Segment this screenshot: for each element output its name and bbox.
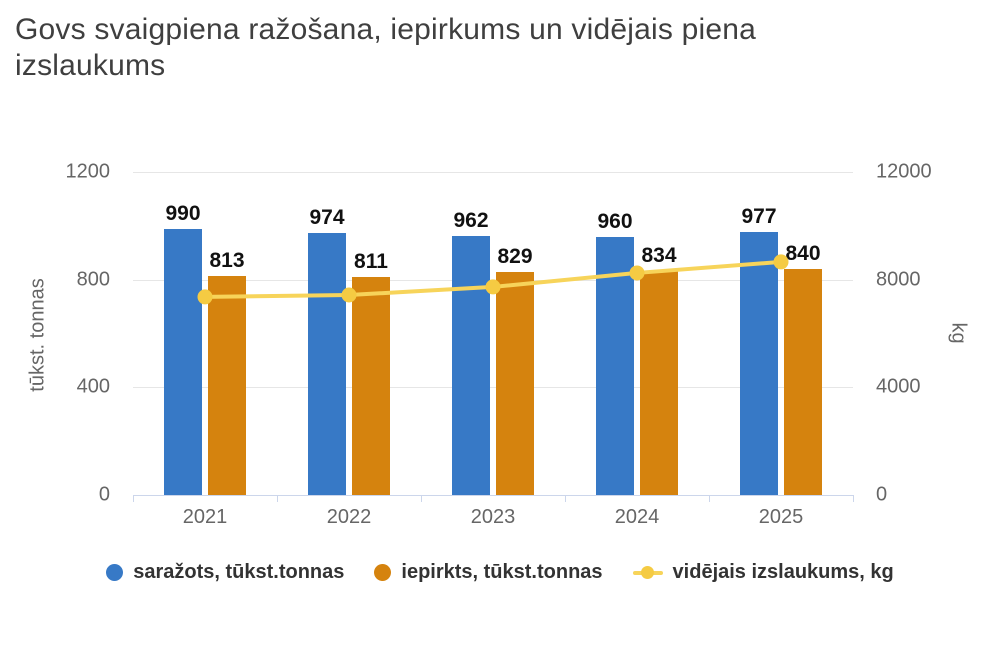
bar-label-saražots-2021: 990 bbox=[165, 201, 201, 225]
bar-label-iepirkts-2025: 840 bbox=[785, 241, 821, 265]
legend-label: iepirkts, tūkst.tonnas bbox=[401, 561, 603, 583]
bar-saražots-2025[interactable] bbox=[740, 232, 778, 495]
y-axis-left-tick-label: 1200 bbox=[65, 160, 111, 183]
legend-item-saražots[interactable]: saražots, tūkst.tonnas bbox=[106, 561, 344, 584]
x-axis-label-2023: 2023 bbox=[470, 506, 516, 528]
bar-label-saražots-2025: 977 bbox=[741, 205, 777, 229]
bar-label-saražots-2022: 974 bbox=[309, 205, 345, 229]
yield-point-2023[interactable] bbox=[485, 279, 501, 295]
legend-circle-icon bbox=[374, 564, 392, 581]
y-axis-right-tick-label: 8000 bbox=[876, 268, 921, 291]
x-axis-line bbox=[133, 495, 853, 496]
x-axis-tick bbox=[709, 495, 710, 502]
bar-iepirkts-2025[interactable] bbox=[784, 268, 822, 495]
yield-point-2024[interactable] bbox=[629, 265, 645, 281]
bar-label-iepirkts-2022: 811 bbox=[354, 249, 388, 273]
y-axis-right-tick-label: 12000 bbox=[876, 160, 932, 183]
legend-item-vidējais izslaukums[interactable]: vidējais izslaukums, kg bbox=[632, 561, 894, 584]
legend: saražots, tūkst.tonnas iepirkts, tūkst.to… bbox=[0, 561, 1000, 584]
x-axis-tick bbox=[421, 495, 422, 502]
bar-saražots-2024[interactable] bbox=[596, 236, 634, 495]
y-axis-left-tick-label: 0 bbox=[98, 483, 110, 506]
chart-title: Govs svaigpiena ražošana, iepirkums un v… bbox=[15, 13, 757, 82]
legend-dot-icon bbox=[640, 566, 654, 579]
legend-line-marker-icon bbox=[632, 564, 663, 581]
legend-item-iepirkts[interactable]: iepirkts, tūkst.tonnas bbox=[374, 561, 603, 584]
bar-iepirkts-2021[interactable] bbox=[208, 276, 246, 495]
gridline-400 bbox=[133, 387, 853, 389]
bar-label-iepirkts-2021: 813 bbox=[209, 249, 245, 273]
bar-saražots-2023[interactable] bbox=[452, 236, 490, 495]
bar-saražots-2022[interactable] bbox=[308, 232, 346, 495]
bar-label-saražots-2023: 962 bbox=[453, 209, 489, 233]
x-axis-tick bbox=[853, 495, 854, 502]
legend-label: vidējais izslaukums, kg bbox=[672, 561, 894, 583]
bar-label-iepirkts-2024: 834 bbox=[641, 243, 677, 267]
bar-iepirkts-2022[interactable] bbox=[352, 276, 390, 495]
x-axis-label-2022: 2022 bbox=[326, 506, 372, 528]
yield-line-layer bbox=[197, 254, 789, 305]
left-axis-title: tūkst. tonnas bbox=[26, 278, 49, 392]
y-axis-right-tick-label: 0 bbox=[876, 483, 888, 506]
y-axis-left-tick-label: 400 bbox=[76, 375, 110, 398]
legend-label: saražots, tūkst.tonnas bbox=[133, 561, 345, 583]
x-axis-tick bbox=[133, 495, 134, 502]
bar-saražots-2021[interactable] bbox=[164, 228, 202, 495]
x-axis-tick bbox=[565, 495, 566, 502]
legend-circle-icon bbox=[106, 564, 124, 581]
y-axis-left-tick-label: 800 bbox=[76, 268, 110, 291]
yield-point-2022[interactable] bbox=[341, 287, 357, 303]
yield-point-2025[interactable] bbox=[773, 254, 789, 270]
bar-label-iepirkts-2023: 829 bbox=[497, 244, 533, 268]
right-axis-title: kg bbox=[947, 322, 970, 344]
x-axis-tick bbox=[277, 495, 278, 502]
gridline-1200 bbox=[133, 172, 853, 173]
x-axis-label-2024: 2024 bbox=[614, 506, 660, 528]
x-axis-label-2021: 2021 bbox=[182, 506, 228, 528]
x-axis-label-2025: 2025 bbox=[758, 506, 804, 528]
bar-label-saražots-2024: 960 bbox=[597, 209, 633, 233]
yield-point-2021[interactable] bbox=[197, 289, 213, 305]
y-axis-right-tick-label: 4000 bbox=[876, 375, 921, 398]
bar-iepirkts-2024[interactable] bbox=[640, 270, 678, 495]
bar-iepirkts-2023[interactable] bbox=[496, 271, 534, 495]
